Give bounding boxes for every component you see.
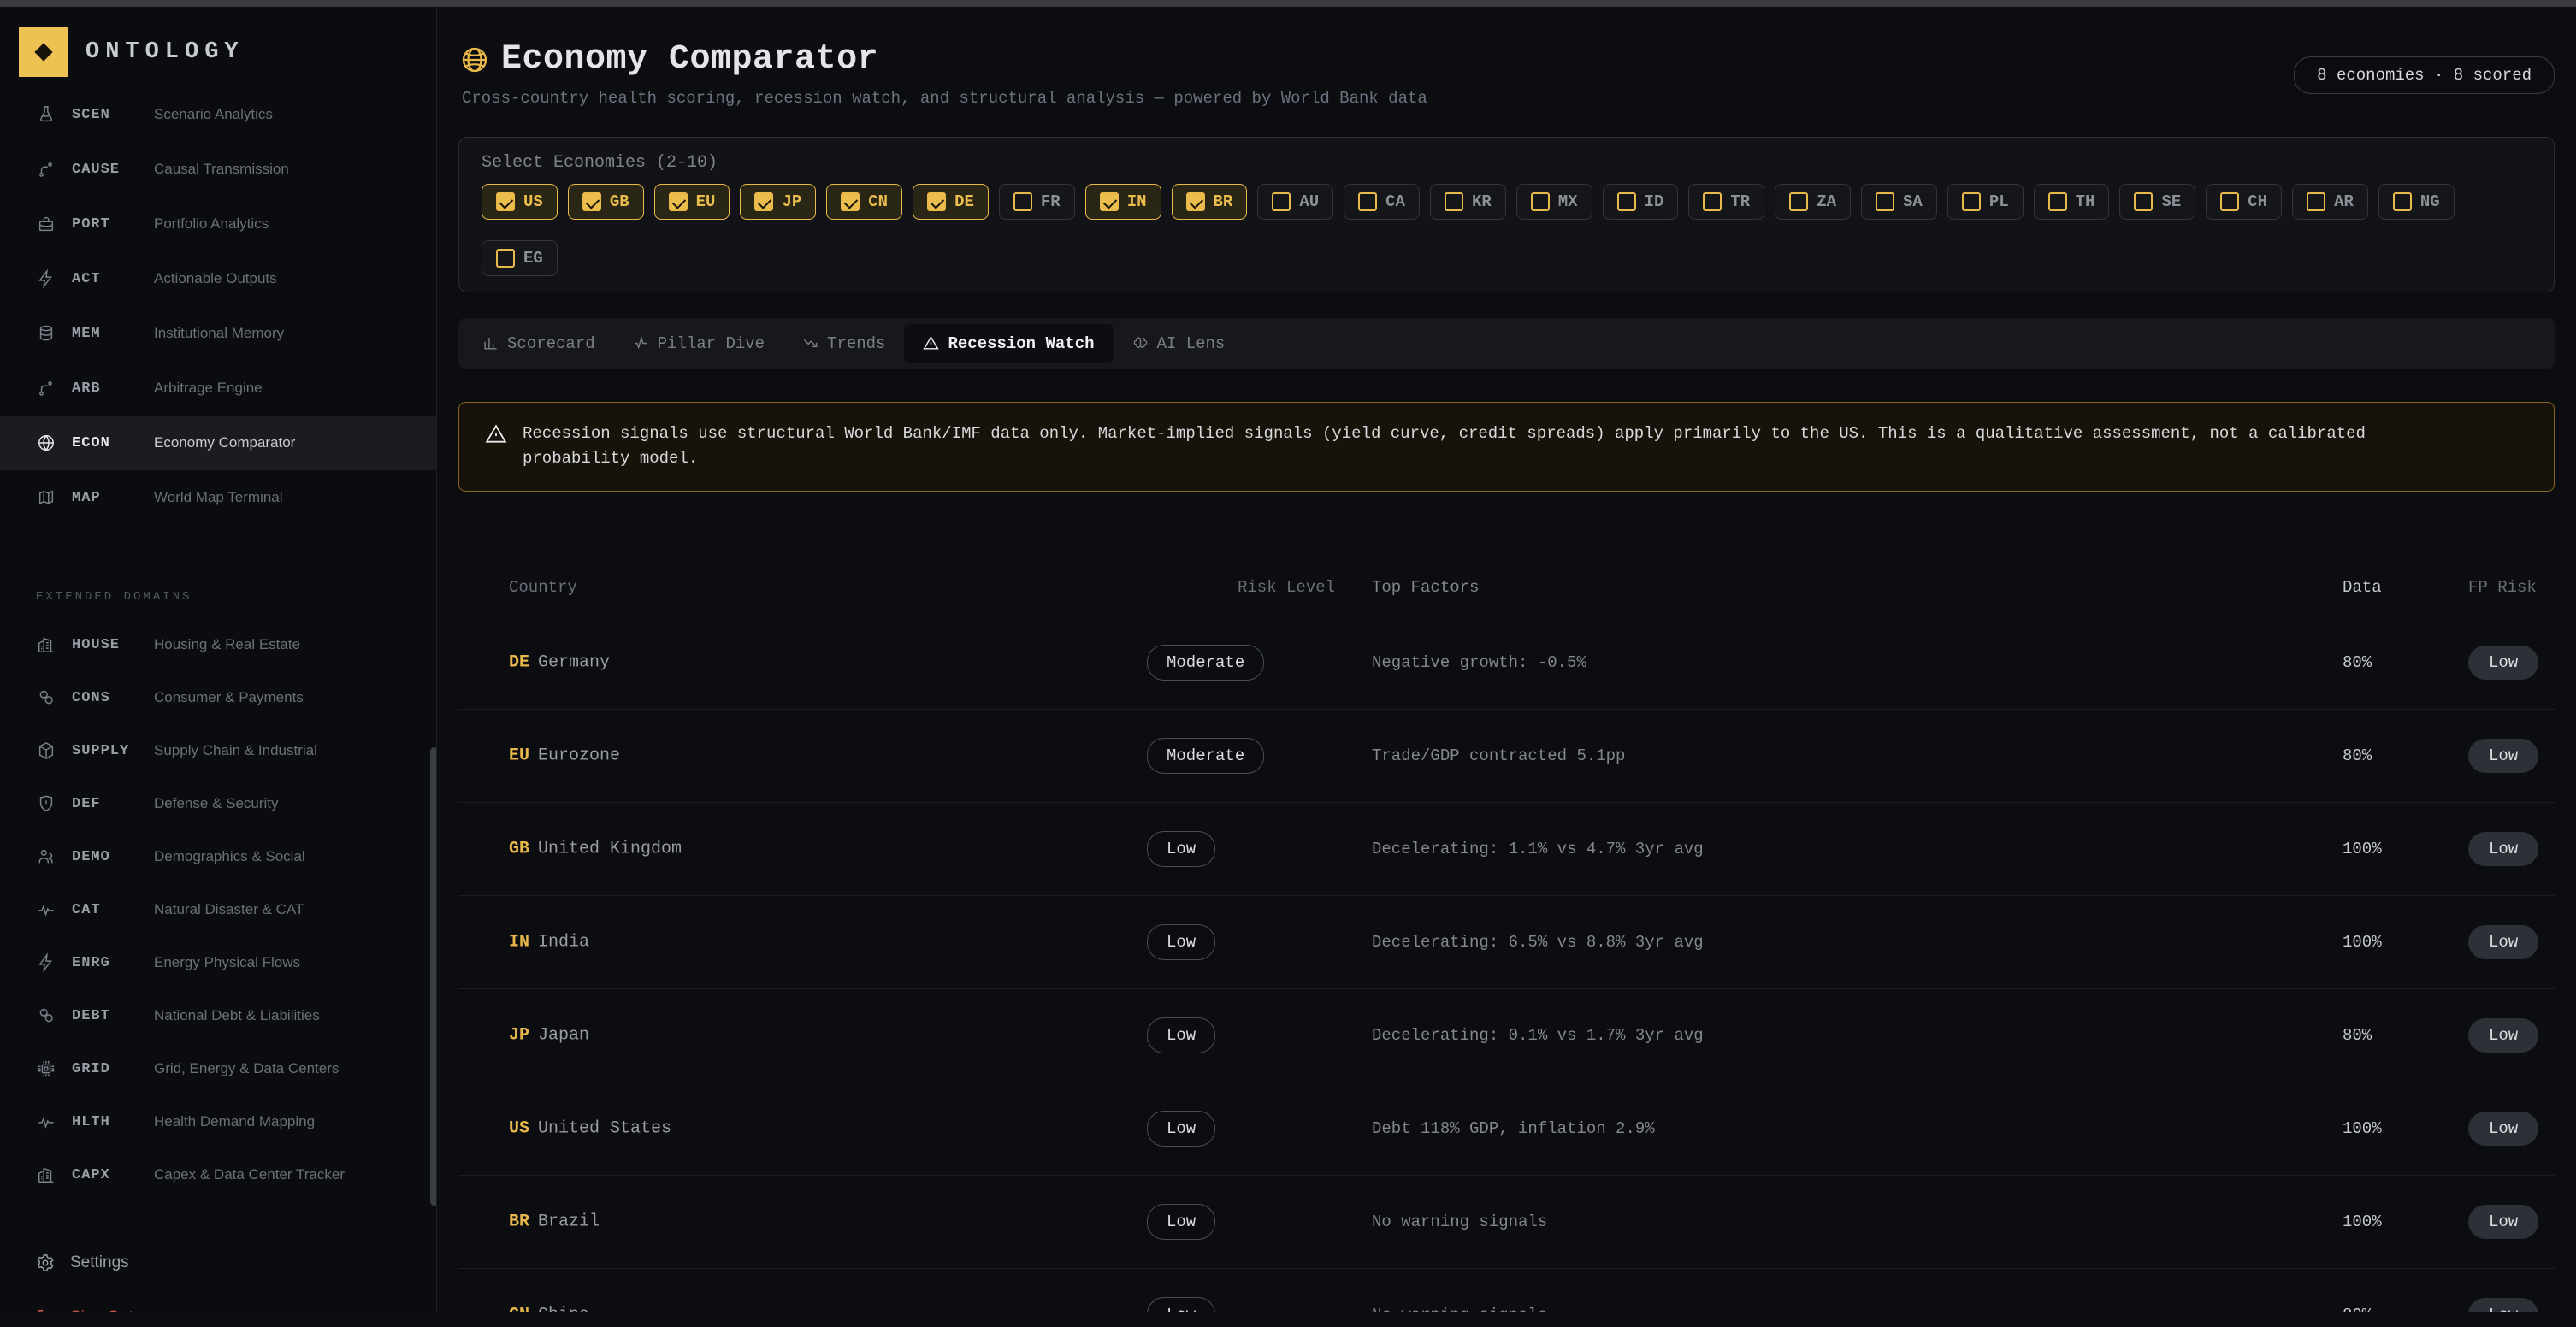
svg-text:1: 1 [43, 1011, 45, 1016]
svg-text:1: 1 [43, 693, 45, 698]
